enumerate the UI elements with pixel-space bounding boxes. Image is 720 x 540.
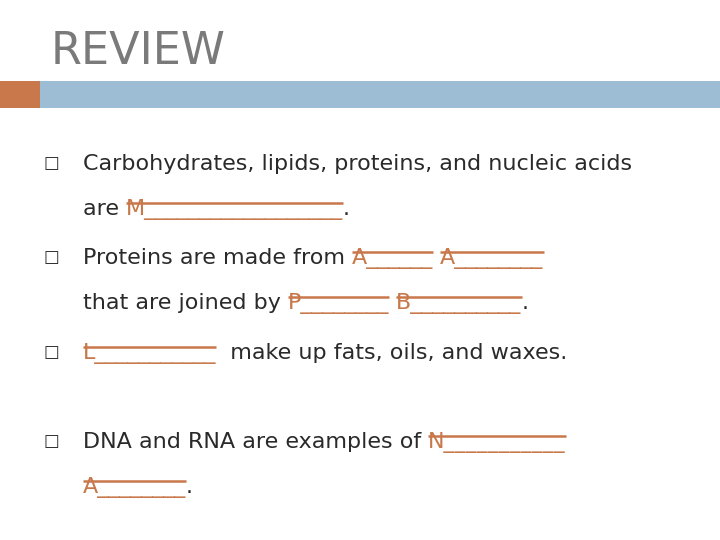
Text: A________: A________	[441, 248, 544, 269]
Text: A______: A______	[352, 248, 433, 269]
Text: Carbohydrates, lipids, proteins, and nucleic acids: Carbohydrates, lipids, proteins, and nuc…	[83, 154, 632, 174]
Text: N___________: N___________	[428, 432, 566, 453]
Text: make up fats, oils, and waxes.: make up fats, oils, and waxes.	[216, 343, 567, 363]
Text: REVIEW: REVIEW	[50, 30, 225, 73]
Text: are: are	[83, 199, 126, 219]
Text: □: □	[43, 343, 59, 361]
Text: .: .	[186, 477, 193, 497]
Text: DNA and RNA are examples of: DNA and RNA are examples of	[83, 432, 428, 452]
Bar	[0, 81, 40, 108]
Text: P________: P________	[288, 293, 390, 314]
Text: L___________: L___________	[83, 343, 216, 364]
Text: □: □	[43, 432, 59, 450]
Text: Proteins are made from: Proteins are made from	[83, 248, 352, 268]
Text: B__________: B__________	[396, 293, 521, 314]
Text: □: □	[43, 154, 59, 172]
Text: M__________________: M__________________	[126, 199, 343, 220]
Text: .: .	[343, 199, 350, 219]
Text: A________: A________	[83, 477, 186, 498]
Text: that are joined by: that are joined by	[83, 293, 288, 313]
Text: □: □	[43, 248, 59, 266]
Text: .: .	[521, 293, 528, 313]
Bar	[40, 81, 720, 108]
